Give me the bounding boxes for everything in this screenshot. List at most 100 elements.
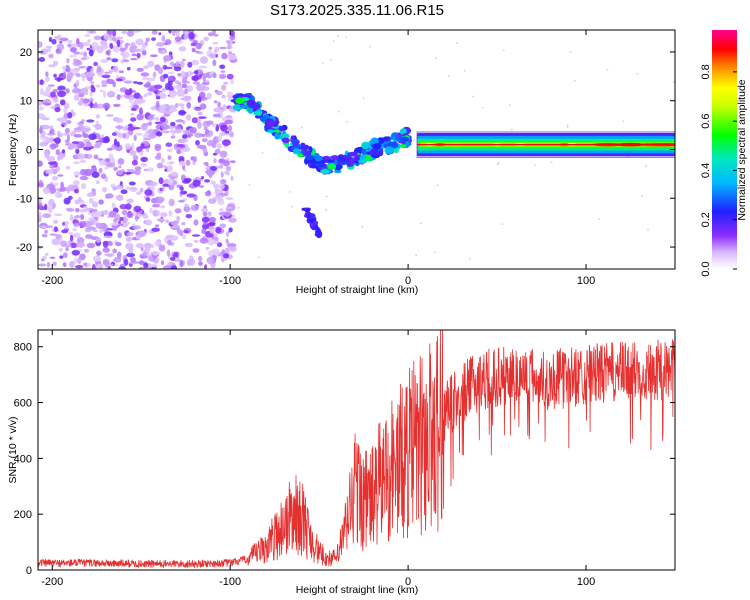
heatmap-noise-blob [57,90,67,98]
heatmap-noise-blob [88,97,94,103]
heatmap-noise-blob [213,232,218,237]
heatmap-noise-blob [88,197,94,204]
heatmap-noise-blob [71,43,79,48]
heatmap-noise-blob [141,50,147,56]
heatmap-noise-blob [134,166,142,171]
heatmap-noise-blob [174,129,182,134]
heatmap-track-blob [399,136,410,143]
heatmap-noise-blob [225,165,232,172]
heatmap-noise-blob [38,182,44,188]
heatmap-noise-blob [93,229,98,232]
heatmap-noise-blob [93,209,98,212]
heatmap-branch-blob [309,218,315,222]
heatmap-noise-blob [60,181,64,189]
heatmap-noise-blob [48,136,54,142]
heatmap-noise-blob [105,228,115,231]
heatmap-noise-blob [72,228,77,232]
heatmap-noise-blob [209,229,215,234]
heatmap-noise-blob [197,255,203,262]
heatmap-noise-blob [100,58,109,64]
spectrogram-heatmap [38,30,675,269]
heatmap-track-blob [389,141,399,149]
heatmap-noise-blob [101,186,108,193]
heatmap-noise-blob [230,160,236,164]
heatmap-branch-blob [314,232,321,237]
heatmap-noise-blob [58,193,63,198]
heatmap-noise-blob [164,39,172,45]
heatmap-noise-blob [222,160,230,167]
heatmap-speck [436,184,439,187]
heatmap-noise-blob [170,221,179,226]
heatmap-noise-blob [61,66,67,70]
heatmap-noise-blob [178,200,185,203]
heatmap-speck [337,34,340,37]
heatmap-noise-blob [203,36,209,42]
heatmap-noise-blob [48,198,55,206]
heatmap-noise-blob [54,77,63,81]
heatmap-noise-blob [122,54,126,60]
heatmap-noise-blob [181,146,191,152]
heatmap-noise-blob [226,91,234,99]
heatmap-noise-blob [70,144,79,149]
heatmap-noise-blob [128,181,136,186]
heatmap-noise-blob [92,264,96,269]
heatmap-noise-blob [40,225,47,229]
heatmap-track-blob [246,99,256,107]
heatmap-noise-blob [88,49,94,57]
heatmap-noise-blob [220,179,227,185]
heatmap-noise-blob [93,143,101,149]
heatmap-noise-blob [97,158,103,161]
heatmap-speck [496,163,499,166]
heatmap-noise-blob [119,47,126,52]
heatmap-noise-blob [67,112,73,119]
heatmap-track-blob [385,136,390,141]
heatmap-noise-blob [165,219,169,223]
heatmap-noise-blob [142,251,148,258]
heatmap-track-blob [358,158,367,164]
heatmap-noise-blob [190,42,197,47]
heatmap-noise-blob [74,199,81,205]
heatmap-noise-blob [191,117,199,124]
heatmap-track-blob [378,149,384,154]
heatmap-noise-blob [133,205,142,213]
heatmap-noise-blob [147,167,154,172]
heatmap-noise-blob [144,246,151,253]
colorbar-gradient [712,30,737,269]
spectrogram-y-tick-label: -20 [16,242,32,254]
heatmap-noise-blob [202,73,208,79]
heatmap-noise-blob [91,188,97,196]
heatmap-noise-blob [64,223,69,229]
heatmap-noise-blob [178,109,186,116]
heatmap-speck [566,124,569,127]
heatmap-noise-blob [128,123,133,127]
heatmap-speck [301,126,303,128]
heatmap-noise-blob [144,189,153,196]
heatmap-noise-blob [170,177,175,181]
heatmap-noise-blob [103,235,113,239]
heatmap-noise-blob [45,71,49,78]
heatmap-speck [501,223,504,226]
heatmap-noise-blob [78,99,83,106]
heatmap-noise-blob [170,171,179,177]
heatmap-branch-blob [305,208,310,212]
heatmap-noise-blob [153,116,160,121]
heatmap-track-blob [293,148,301,155]
heatmap-noise-blob [213,100,218,104]
heatmap-noise-blob [204,79,210,83]
heatmap-noise-blob [91,166,97,173]
heatmap-track-blob [361,141,370,150]
heatmap-noise-blob [116,170,124,176]
heatmap-noise-blob [66,120,72,124]
colorbar-ticks: 0.0 0.2 0.4 0.6 0.8 [700,64,737,277]
heatmap-noise-blob [174,208,182,214]
heatmap-speck [606,68,609,71]
heatmap-noise-blob [112,248,117,254]
heatmap-noise-blob [65,165,71,170]
heatmap-noise-blob [51,238,61,246]
heatmap-noise-blob [84,168,93,177]
heatmap-speck [510,128,513,131]
heatmap-noise-blob [46,261,51,268]
heatmap-noise-blob [79,175,88,181]
heatmap-noise-blob [61,229,69,234]
heatmap-noise-blob [198,116,207,119]
